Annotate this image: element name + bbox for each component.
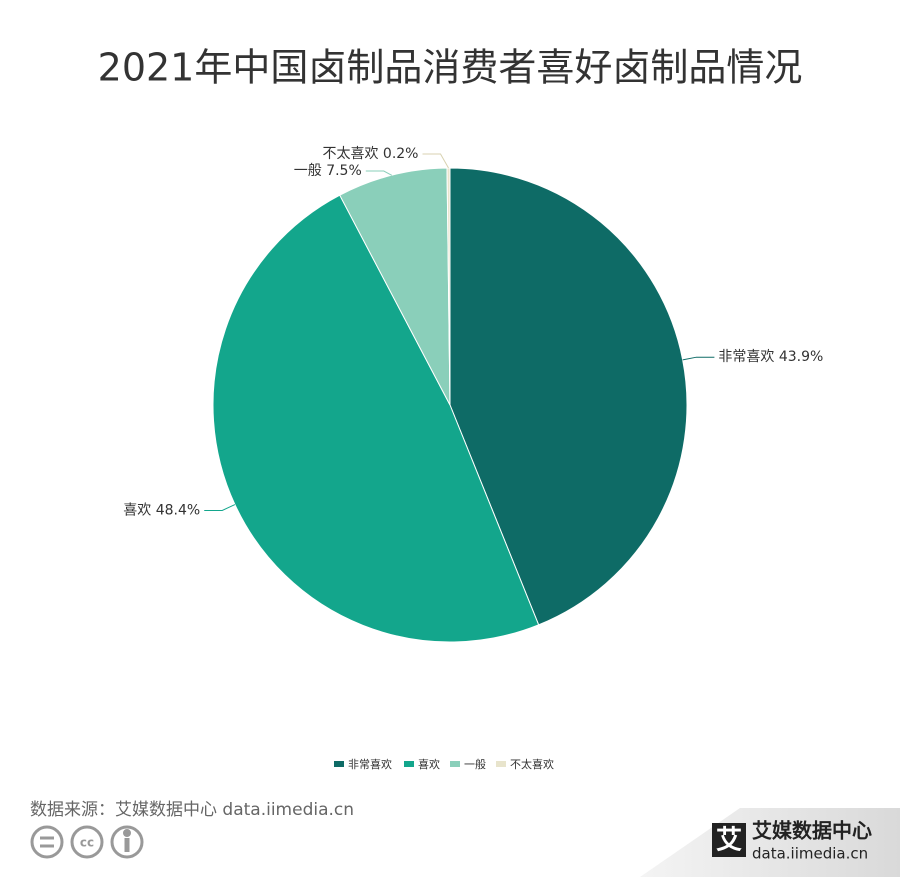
data-label: 非常喜欢 43.9% [718, 349, 823, 365]
pie-slice [449, 167, 688, 626]
pie-slice [446, 167, 451, 406]
license-text: cc [80, 836, 94, 850]
legend-label: 不太喜欢 [510, 757, 554, 771]
legend-swatch [404, 761, 414, 767]
logo-box [712, 823, 746, 857]
label-name: 非常喜欢 [718, 349, 774, 365]
data-label: 一般 7.5% [294, 163, 362, 179]
logo-mark: 艾 [716, 826, 742, 856]
chart-title: 2021年中国卤制品消费者喜好卤制品情况 [98, 46, 803, 90]
label-value: 7.5% [326, 163, 362, 179]
footer-band [640, 808, 900, 877]
label-value: 43.9% [779, 349, 823, 365]
leader-line [204, 504, 236, 511]
source: 数据来源：艾媒数据中心 data.iimedia.cn [30, 800, 354, 820]
label-value: 0.2% [383, 146, 419, 162]
pie-slice [339, 167, 451, 406]
leader-line [365, 170, 393, 176]
legend-swatch [450, 761, 460, 767]
data-label: 喜欢 48.4% [123, 502, 200, 518]
leader-line [682, 356, 715, 361]
license-icons [30, 825, 144, 859]
label-name: 不太喜欢 [322, 146, 378, 162]
pie-slice [212, 194, 540, 643]
legend-label: 喜欢 [418, 757, 440, 771]
label-name: 一般 [294, 163, 322, 179]
leader-line [422, 153, 449, 169]
logo-name: 艾媒数据中心 [752, 819, 872, 843]
label-name: 喜欢 [123, 502, 151, 518]
data-label: 不太喜欢 0.2% [322, 146, 418, 162]
legend-label: 非常喜欢 [348, 757, 392, 771]
label-value: 48.4% [156, 502, 200, 518]
logo-url: data.iimedia.cn [752, 845, 868, 863]
legend-swatch [334, 761, 344, 767]
legend-swatch [496, 761, 506, 767]
legend-label: 一般 [464, 758, 486, 771]
